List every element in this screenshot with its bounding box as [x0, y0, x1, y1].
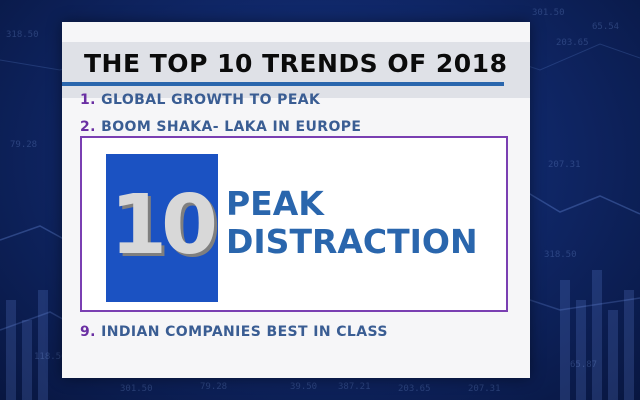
trend-number: 1.	[80, 92, 96, 108]
background-number: 318.50	[6, 30, 39, 40]
trend-number: 9.	[80, 324, 96, 340]
background-number: 301.50	[532, 8, 565, 18]
trends-card: THE TOP 10 TRENDS OF 2018 1. GLOBAL GROW…	[62, 22, 530, 378]
title-underline	[62, 82, 504, 86]
trend-item-1: 1. GLOBAL GROWTH TO PEAK	[80, 92, 320, 108]
featured-number-box: 10	[106, 154, 218, 302]
background-number: 39.50	[290, 382, 318, 392]
background-number: 79.28	[200, 382, 228, 392]
background-number: 118.56	[34, 352, 67, 362]
background-number: 65.54	[592, 22, 620, 32]
featured-title-line-1: PEAK	[226, 184, 324, 223]
trend-item-2: 2. BOOM SHAKA- LAKA IN EUROPE	[80, 119, 361, 135]
featured-title-line-2: DISTRACTION	[226, 222, 478, 261]
trend-text: INDIAN COMPANIES BEST IN CLASS	[101, 324, 388, 340]
background-number: 203.65	[556, 38, 589, 48]
background-number: 207.31	[468, 384, 501, 394]
title-bar	[62, 42, 530, 98]
featured-trend-panel: 10 PEAK DISTRACTION	[80, 136, 508, 312]
trend-number: 2.	[80, 119, 96, 135]
featured-number: 10	[110, 178, 218, 273]
trend-text: GLOBAL GROWTH TO PEAK	[101, 92, 321, 108]
background-number: 318.50	[544, 250, 577, 260]
background-number: 65.87	[570, 360, 598, 370]
background-number: 387.21	[338, 382, 371, 392]
background-number: 203.65	[398, 384, 431, 394]
card-title: THE TOP 10 TRENDS OF 2018	[84, 49, 508, 78]
background-number: 301.50	[120, 384, 153, 394]
background-number: 79.28	[10, 140, 38, 150]
trend-item-9: 9. INDIAN COMPANIES BEST IN CLASS	[80, 324, 388, 340]
background-number: 207.31	[548, 160, 581, 170]
trend-text: BOOM SHAKA- LAKA IN EUROPE	[101, 119, 362, 135]
